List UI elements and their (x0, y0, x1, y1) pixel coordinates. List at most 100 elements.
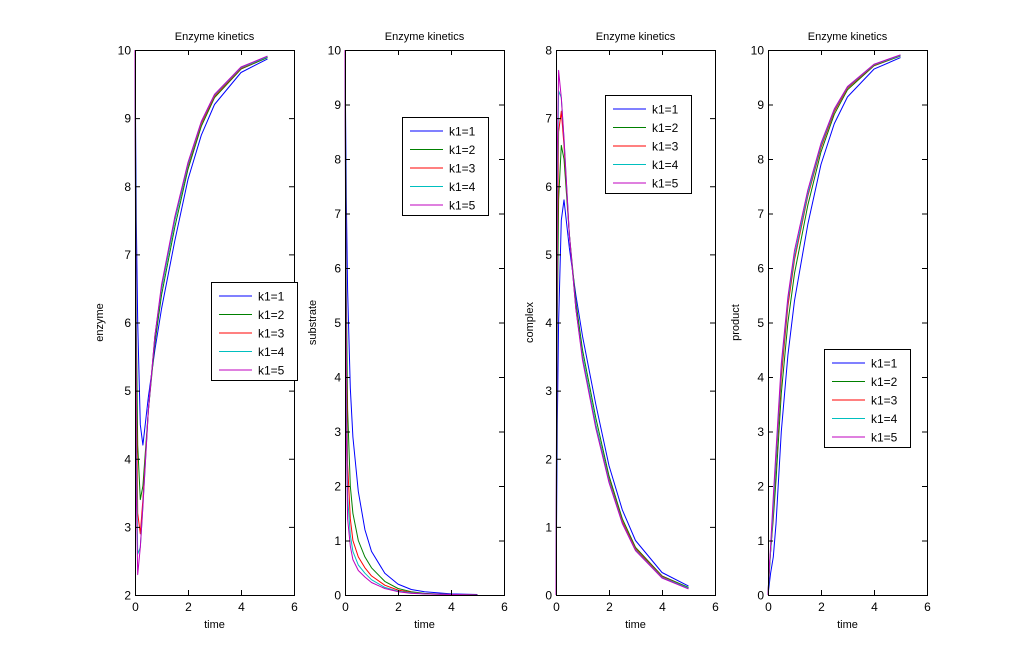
y-tick-label: 3 (757, 425, 764, 439)
y-tick-label: 2 (124, 589, 131, 603)
series-line-k1=5 (767, 54, 901, 596)
x-tick-label: 4 (448, 600, 455, 614)
legend-label: k1=3 (449, 162, 476, 176)
legend-label: k1=5 (258, 364, 285, 378)
y-tick-label: 4 (124, 452, 131, 466)
y-tick-label: 3 (334, 425, 341, 439)
legend-label: k1=1 (652, 103, 679, 117)
y-axis-label: product (730, 304, 742, 341)
series-line-k1=5 (134, 49, 268, 576)
y-tick-label: 6 (124, 316, 131, 330)
legend-label: k1=2 (652, 121, 679, 135)
x-tick-label: 2 (185, 600, 192, 614)
y-tick-label: 10 (751, 44, 765, 58)
x-tick-label: 6 (501, 600, 508, 614)
series-line-k1=1 (555, 199, 689, 596)
legend-label: k1=2 (449, 143, 476, 157)
x-axis-label: time (204, 619, 225, 631)
legend-box (211, 282, 298, 381)
y-tick-label: 8 (124, 180, 131, 194)
y-tick-label: 9 (124, 112, 131, 126)
y-tick-label: 4 (334, 371, 341, 385)
x-tick-label: 6 (924, 600, 931, 614)
y-tick-label: 0 (334, 589, 341, 603)
y-tick-label: 6 (334, 262, 341, 276)
legend-label: k1=3 (652, 140, 679, 154)
legend-label: k1=5 (449, 199, 476, 213)
legend-label: k1=4 (652, 158, 679, 172)
y-tick-label: 5 (124, 384, 131, 398)
y-tick-label: 4 (545, 316, 552, 330)
series-line-k1=2 (134, 49, 268, 501)
legend: k1=1 k1=2 k1=3 k1=4 k1=5 (605, 95, 692, 194)
y-tick-label: 7 (124, 248, 131, 262)
y-tick-label: 0 (757, 589, 764, 603)
legend-label: k1=1 (871, 357, 898, 371)
legend-label: k1=3 (258, 327, 285, 341)
legend-box (824, 349, 911, 448)
x-tick-label: 4 (659, 600, 666, 614)
x-axis-label: time (837, 619, 858, 631)
x-tick-label: 6 (291, 600, 298, 614)
plot-area (768, 50, 927, 595)
legend-box (402, 117, 489, 216)
x-tick-label: 4 (871, 600, 878, 614)
series-line-k1=2 (344, 49, 478, 596)
y-tick-label: 5 (757, 316, 764, 330)
legend-label: k1=4 (258, 345, 285, 359)
subplot-4: 0 2 4 6 0 1 2 3 4 5 6 7 8 9 10 Enzyme kinetics time produ… (730, 31, 931, 631)
x-tick-label: 0 (765, 600, 772, 614)
x-tick-label: 0 (553, 600, 560, 614)
y-tick-label: 6 (545, 180, 552, 194)
y-axis-label: complex (524, 302, 536, 343)
y-tick-label: 10 (328, 44, 342, 58)
legend: k1=1 k1=2 k1=3 k1=4 k1=5 (402, 117, 489, 216)
series-line-k1=1 (134, 49, 268, 446)
legend-label: k1=2 (258, 308, 285, 322)
y-tick-label: 8 (545, 44, 552, 58)
legend: k1=1 k1=2 k1=3 k1=4 k1=5 (824, 349, 911, 448)
y-tick-label: 7 (757, 207, 764, 221)
series-line-k1=5 (344, 49, 478, 596)
y-tick-label: 6 (757, 262, 764, 276)
y-tick-label: 4 (757, 371, 764, 385)
y-tick-label: 7 (545, 112, 552, 126)
legend-label: k1=3 (871, 394, 898, 408)
legend-label: k1=1 (258, 290, 285, 304)
y-axis-label: enzyme (94, 303, 106, 342)
y-tick-label: 0 (545, 589, 552, 603)
x-axis-label: time (414, 619, 435, 631)
chart-title: Enzyme kinetics (596, 31, 676, 43)
y-tick-label: 9 (757, 98, 764, 112)
legend: k1=1 k1=2 k1=3 k1=4 k1=5 (211, 282, 298, 381)
legend-box (605, 95, 692, 194)
y-tick-label: 2 (545, 452, 552, 466)
chart-title: Enzyme kinetics (385, 31, 465, 43)
x-axis-label: time (625, 619, 646, 631)
legend-label: k1=4 (871, 412, 898, 426)
series-line-k1=5 (555, 69, 689, 596)
y-tick-label: 3 (124, 520, 131, 534)
legend-label: k1=5 (871, 431, 898, 445)
y-tick-label: 8 (757, 153, 764, 167)
legend-label: k1=4 (449, 180, 476, 194)
x-tick-label: 6 (712, 600, 719, 614)
y-tick-label: 1 (545, 520, 552, 534)
chart-title: Enzyme kinetics (808, 31, 888, 43)
x-tick-label: 2 (818, 600, 825, 614)
subplot-3: 0 2 4 6 0 1 2 3 4 5 6 7 8 Enzyme kinetics time complex k… (524, 31, 719, 631)
y-tick-label: 2 (334, 480, 341, 494)
y-tick-label: 1 (334, 534, 341, 548)
y-tick-label: 5 (334, 316, 341, 330)
subplot-2: 0 2 4 6 0 1 2 3 4 5 6 7 8 9 10 Enzyme kinetics time subst… (307, 31, 508, 631)
y-tick-label: 7 (334, 207, 341, 221)
legend-label: k1=2 (871, 375, 898, 389)
legend-label: k1=1 (449, 125, 476, 139)
y-tick-label: 8 (334, 153, 341, 167)
y-tick-label: 10 (118, 44, 132, 58)
x-tick-label: 4 (238, 600, 245, 614)
y-tick-label: 5 (545, 248, 552, 262)
x-tick-label: 2 (606, 600, 613, 614)
